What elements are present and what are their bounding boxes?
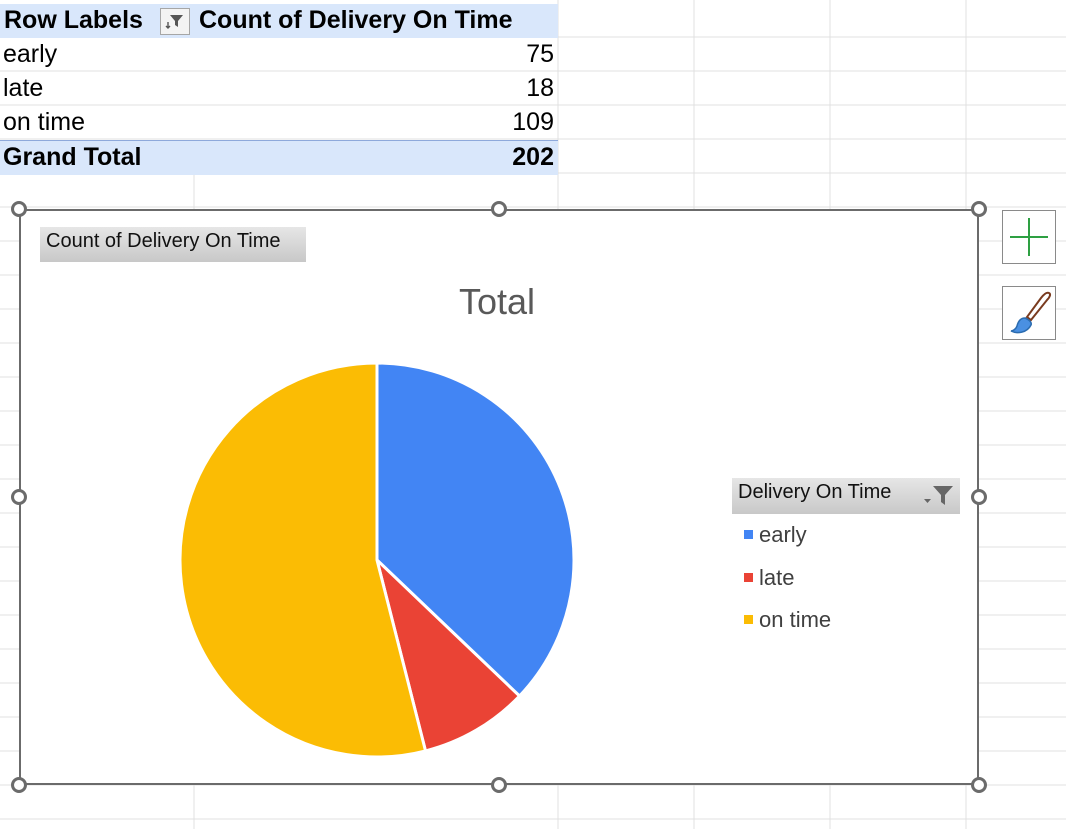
value-field-header[interactable]: Count of Delivery On Time bbox=[199, 6, 513, 34]
resize-handle-left[interactable] bbox=[11, 489, 27, 505]
grand-total-value: 202 bbox=[512, 143, 554, 171]
legend-field-label: Delivery On Time bbox=[738, 481, 892, 503]
resize-handle-right[interactable] bbox=[971, 489, 987, 505]
legend-label: early bbox=[759, 522, 807, 547]
paintbrush-icon bbox=[1010, 291, 1052, 334]
resize-handle-top[interactable] bbox=[491, 201, 507, 217]
value-field-button[interactable]: Count of Delivery On Time bbox=[40, 227, 306, 262]
legend-label: late bbox=[759, 565, 795, 590]
resize-handle-bottom-left[interactable] bbox=[11, 777, 27, 793]
legend-swatch bbox=[744, 572, 753, 582]
resize-handle-top-right[interactable] bbox=[971, 201, 987, 217]
resize-handle-bottom-right[interactable] bbox=[971, 777, 987, 793]
legend-swatch bbox=[744, 614, 753, 624]
legend-swatch bbox=[744, 529, 753, 539]
row-value: 109 bbox=[512, 108, 554, 136]
row-label: late bbox=[3, 74, 44, 102]
grand-total-label: Grand Total bbox=[3, 143, 142, 171]
pivot-row[interactable]: late 18 bbox=[0, 72, 558, 106]
chart-styles-button[interactable] bbox=[1002, 286, 1056, 340]
pivot-row[interactable]: early 75 bbox=[0, 38, 558, 72]
filter-icon bbox=[924, 486, 953, 505]
legend-item-late[interactable]: late bbox=[744, 565, 794, 591]
row-label: early bbox=[3, 40, 58, 68]
chart-elements-button[interactable] bbox=[1002, 210, 1056, 264]
resize-handle-top-left[interactable] bbox=[11, 201, 27, 217]
row-labels-filter-button[interactable] bbox=[160, 8, 190, 35]
legend-item-early[interactable]: early bbox=[744, 522, 807, 548]
row-value: 18 bbox=[526, 74, 554, 102]
plus-icon bbox=[1010, 218, 1048, 256]
legend-field-button[interactable]: Delivery On Time bbox=[732, 478, 960, 514]
pivot-header-row: Row Labels Count of Delivery On Time bbox=[0, 4, 558, 38]
pie-slice-on-time[interactable] bbox=[178, 361, 428, 759]
pivot-table: Row Labels Count of Delivery On Time ear… bbox=[0, 4, 558, 175]
row-value: 75 bbox=[526, 40, 554, 68]
resize-handle-bottom[interactable] bbox=[491, 777, 507, 793]
pie-slice-late[interactable] bbox=[374, 555, 522, 753]
pivot-chart[interactable]: Count of Delivery On Time Total Delivery… bbox=[19, 209, 979, 785]
row-labels-header[interactable]: Row Labels bbox=[4, 6, 143, 34]
filter-icon bbox=[165, 15, 183, 29]
legend-label: on time bbox=[759, 607, 832, 632]
row-label: on time bbox=[3, 108, 85, 136]
pie-slice-early[interactable] bbox=[375, 361, 576, 699]
pie-chart bbox=[178, 361, 576, 759]
grand-total-row[interactable]: Grand Total 202 bbox=[0, 140, 558, 175]
legend-item-on-time[interactable]: on time bbox=[744, 607, 831, 633]
chart-title[interactable]: Total bbox=[459, 281, 536, 322]
pivot-row[interactable]: on time 109 bbox=[0, 106, 558, 140]
